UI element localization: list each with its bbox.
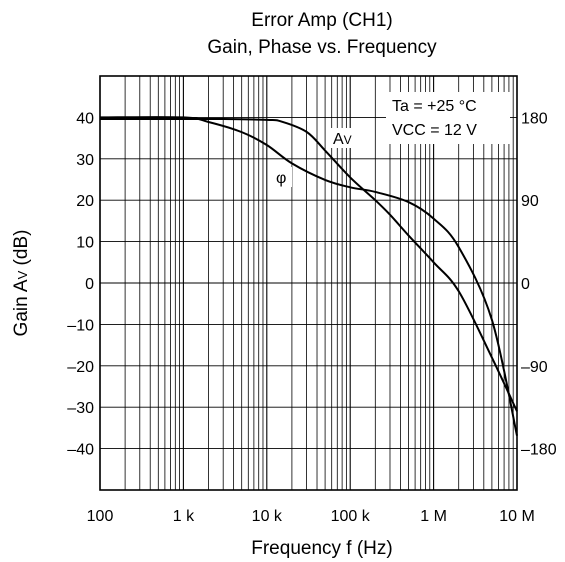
grid [99,76,517,490]
y-tick-label: 30 [76,152,94,169]
curve-labels: AV φ [274,128,356,187]
curves [99,116,518,436]
av-curve-label: AV [333,131,352,148]
x-tick-label: 1 k [173,508,195,525]
y2-tick-label: –180 [521,442,557,459]
x-axis-label: Frequency f (Hz) [251,538,392,559]
condition-vcc: VCC = 12 V [392,122,477,139]
y-axis-label: Gain AV (dB) [11,230,32,337]
av-label-sub: V [344,133,352,147]
y-tick-label: –30 [67,400,94,417]
x-tick-labels: 100 1 k 10 k 100 k 1 M 10 M [87,508,535,525]
y-tick-label: –40 [67,442,94,459]
y-axis-label-tail: (dB) [11,230,32,271]
y-tick-label: –10 [67,317,94,334]
y-tick-labels: –40 –30 –20 –10 0 10 20 30 40 [67,110,94,458]
x-tick-label: 10 M [499,508,535,525]
phase-line [99,116,518,436]
y-tick-label: 10 [76,235,94,252]
x-axis-label-text: Frequency f (Hz) [251,538,392,559]
condition-ta: Ta = +25 °C [392,98,477,115]
x-tick-label: 1 M [420,508,447,525]
y-tick-label: 40 [76,110,94,127]
y2-tick-label: 90 [521,193,539,210]
y2-tick-label: 0 [521,276,530,293]
av-label-background [330,128,356,148]
chart-subtitle: Gain, Phase vs. Frequency [207,37,437,58]
av-label-main: A [333,131,344,148]
x-tick-label: 100 [87,508,114,525]
conditions-box: Ta = +25 °C VCC = 12 V [386,92,510,144]
y-axis-label-main: Gain A [11,279,32,336]
y2-tick-label: 180 [521,110,548,127]
y-tick-label: 20 [76,193,94,210]
x-tick-label: 100 k [331,508,371,525]
y-tick-label: 0 [85,276,94,293]
y2-tick-label: –90 [521,359,548,376]
plot-frame [99,75,518,491]
x-tick-label: 10 k [252,508,283,525]
gain-av-line [100,117,518,412]
conditions-background [386,92,510,144]
y-axis-label-sub: V [15,270,30,279]
chart-title: Error Amp (CH1) [251,10,392,31]
y2-tick-labels: –180 –90 0 90 180 [521,110,557,458]
phase-curve-label: φ [276,170,286,187]
y-tick-label: –20 [67,359,94,376]
phase-label-background [274,167,292,187]
